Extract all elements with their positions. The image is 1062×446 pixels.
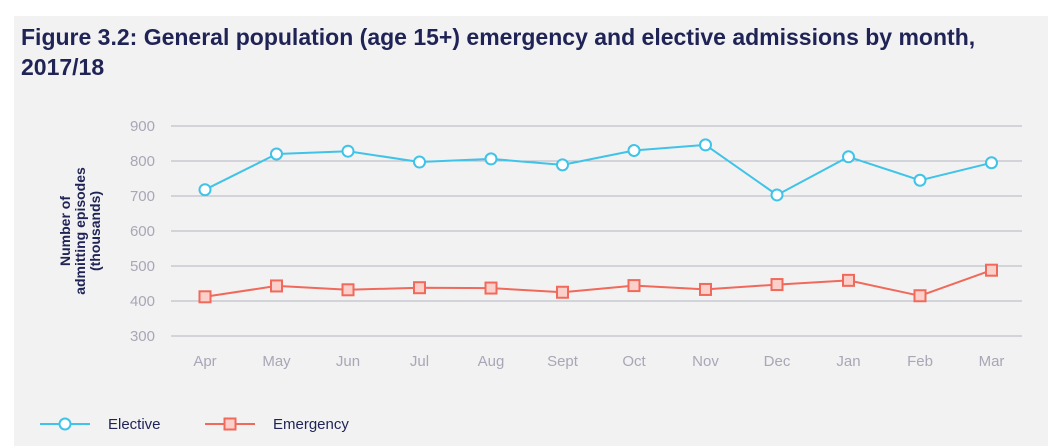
x-tick-label: Oct: [622, 353, 646, 370]
legend-elective-marker: [58, 417, 72, 431]
series-layer: [198, 138, 998, 304]
y-tick-label: 300: [130, 328, 155, 345]
x-tick-label: Dec: [764, 353, 791, 370]
grid-lines: [171, 125, 1022, 337]
emergency-point-jun: [341, 283, 355, 297]
emergency-point-jan: [842, 273, 855, 287]
x-tick-label: Nov: [692, 353, 719, 370]
legend-emergency-label: Emergency: [273, 416, 349, 433]
x-tick-label: Sept: [547, 353, 579, 370]
x-tick-label: Aug: [478, 353, 505, 370]
legend-emergency-marker: [223, 417, 237, 431]
emergency-point-may: [270, 279, 283, 293]
y-axis-label: Number ofadmitting episodes(thousands): [57, 167, 103, 295]
legend: Elective Emergency: [40, 416, 349, 433]
chart-title: Figure 3.2: General population (age 15+)…: [21, 24, 976, 80]
emergency-point-dec: [770, 278, 784, 292]
emergency-point-nov: [699, 282, 712, 296]
elective-point-feb: [913, 173, 927, 187]
elective-point-jun: [341, 144, 355, 158]
legend-elective-label: Elective: [108, 416, 161, 433]
y-tick-label: 800: [130, 153, 155, 170]
elective-point-nov: [699, 138, 712, 152]
x-tick-label: Jan: [836, 353, 860, 370]
y-tick-labels: 300 400 500 600 700 800 900: [130, 118, 155, 345]
emergency-point-mar: [985, 263, 998, 277]
emergency-point-apr: [198, 290, 212, 304]
y-tick-label: 400: [130, 293, 155, 310]
emergency-series-line: [204, 269, 992, 298]
x-tick-label: Mar: [979, 353, 1005, 370]
emergency-point-sept: [556, 285, 569, 299]
elective-point-sept: [556, 158, 569, 172]
elective-point-dec: [770, 188, 784, 202]
emergency-point-jul: [413, 281, 426, 295]
y-tick-label: 900: [130, 118, 155, 135]
y-tick-label: 600: [130, 223, 155, 240]
x-tick-label: May: [262, 353, 291, 370]
elective-point-jan: [842, 150, 855, 164]
elective-point-may: [270, 147, 283, 161]
x-tick-label: Jul: [410, 353, 429, 370]
elective-series-line: [204, 143, 992, 196]
elective-point-apr: [198, 183, 212, 197]
emergency-point-feb: [913, 289, 927, 303]
y-axis-title: Number ofadmitting episodes(thousands): [57, 167, 103, 295]
x-tick-label: Feb: [907, 353, 933, 370]
elective-point-jul: [413, 155, 426, 169]
emergency-point-oct: [627, 279, 641, 293]
elective-point-oct: [627, 144, 641, 157]
y-tick-label: 700: [130, 188, 155, 205]
x-tick-label: Jun: [336, 353, 360, 370]
emergency-point-aug: [484, 281, 498, 295]
y-tick-label: 500: [130, 258, 155, 275]
x-tick-labels: Apr May Jun Jul Aug Sept Oct Nov Dec Jan Feb Mar: [193, 353, 1004, 370]
elective-point-mar: [985, 156, 998, 170]
elective-point-aug: [484, 152, 498, 166]
x-tick-label: Apr: [193, 353, 216, 370]
